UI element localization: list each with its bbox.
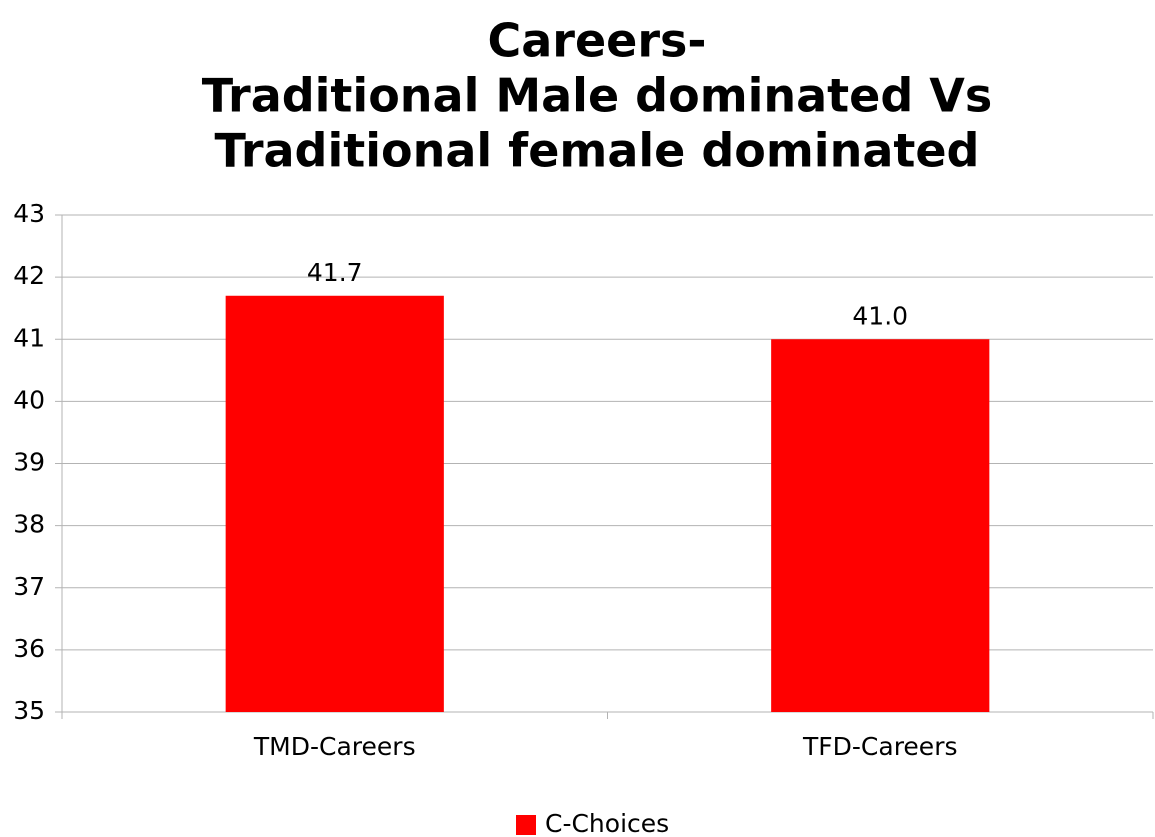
- data-label: 41.0: [852, 301, 908, 330]
- bar: [771, 339, 990, 712]
- legend-label: C-Choices: [545, 809, 669, 837]
- x-tick-label: TMD-Careers: [253, 732, 416, 761]
- y-tick-label: 38: [13, 510, 45, 539]
- y-tick-label: 41: [13, 323, 45, 352]
- chart-title: Traditional female dominated: [215, 124, 980, 178]
- y-tick-label: 40: [13, 385, 45, 414]
- y-tick-label: 36: [13, 634, 45, 663]
- legend-swatch: [516, 815, 536, 835]
- y-tick-label: 39: [13, 448, 45, 477]
- y-tick-label: 35: [13, 696, 45, 725]
- data-label: 41.7: [307, 258, 363, 287]
- y-tick-label: 42: [13, 261, 45, 290]
- chart-title: Traditional Male dominated Vs: [202, 69, 993, 123]
- y-tick-label: 37: [13, 572, 45, 601]
- chart-title: Careers-: [487, 14, 706, 68]
- y-tick-label: 43: [13, 199, 45, 228]
- x-tick-label: TFD-Careers: [802, 732, 958, 761]
- bar: [225, 295, 444, 712]
